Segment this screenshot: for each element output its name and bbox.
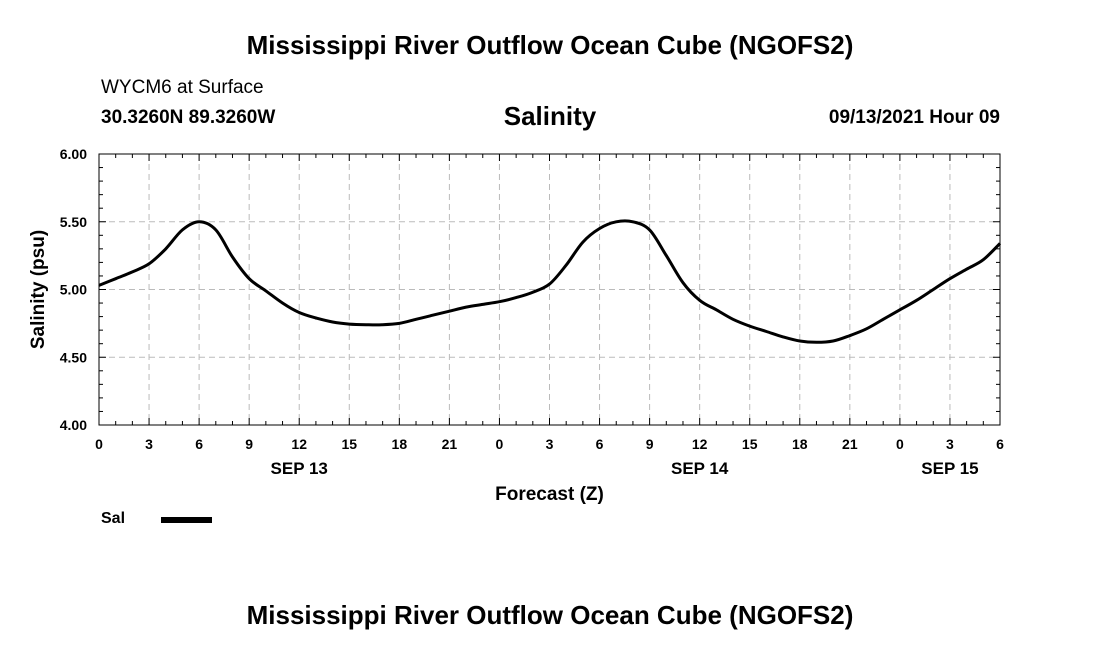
salinity-data-point bbox=[465, 306, 467, 308]
salinity-data-point bbox=[398, 322, 400, 324]
variable-title: Salinity bbox=[503, 101, 597, 131]
salinity-data-point bbox=[482, 303, 484, 306]
salinity-data-point bbox=[515, 297, 517, 299]
salinity-data-point bbox=[665, 255, 667, 257]
salinity-data-point bbox=[432, 314, 434, 316]
salinity-data-point bbox=[715, 309, 717, 311]
salinity-data-point bbox=[565, 264, 567, 266]
salinity-data-point bbox=[198, 221, 200, 223]
salinity-data-point bbox=[315, 317, 317, 319]
salinity-data-point bbox=[181, 229, 184, 231]
salinity-data-point bbox=[899, 309, 901, 311]
salinity-data-point bbox=[498, 301, 501, 303]
salinity-data-point bbox=[932, 288, 934, 291]
forecast-datetime: 09/13/2021 Hour 09 bbox=[828, 107, 1000, 128]
salinity-data-point bbox=[248, 278, 250, 280]
salinity-data-point bbox=[598, 227, 601, 230]
y-tick-label: 4.50 bbox=[60, 349, 87, 365]
salinity-data-point bbox=[165, 248, 167, 250]
salinity-data-point bbox=[615, 221, 617, 223]
station-coordinates: 30.3260N 89.3260W bbox=[101, 107, 276, 128]
salinity-data-point bbox=[799, 340, 801, 342]
salinity-data-point bbox=[732, 318, 734, 320]
salinity-data-point bbox=[982, 259, 984, 261]
axis-ticks bbox=[98, 153, 1001, 426]
x-tick-label: 21 bbox=[842, 436, 858, 452]
salinity-data-point bbox=[148, 263, 150, 265]
x-tick-label: 21 bbox=[442, 436, 458, 452]
salinity-data-point bbox=[815, 341, 818, 343]
salinity-data-point bbox=[532, 291, 534, 293]
x-tick-label: 12 bbox=[291, 436, 307, 452]
salinity-data-point bbox=[215, 229, 217, 231]
x-tick-label: 15 bbox=[341, 436, 357, 452]
salinity-data-point bbox=[882, 318, 884, 320]
salinity-data-point bbox=[915, 299, 918, 301]
salinity-data-point bbox=[331, 321, 334, 323]
x-tick-label: 6 bbox=[996, 436, 1004, 452]
x-tick-label: 0 bbox=[496, 436, 504, 452]
salinity-data-point bbox=[231, 256, 234, 258]
y-tick-label: 6.00 bbox=[60, 146, 87, 162]
salinity-data-point bbox=[281, 302, 284, 304]
salinity-data-point bbox=[548, 283, 551, 285]
x-tick-label: 15 bbox=[742, 436, 758, 452]
salinity-data-point bbox=[365, 324, 367, 326]
salinity-data-point bbox=[832, 340, 834, 342]
plot-frame bbox=[98, 153, 1001, 426]
salinity-data-point bbox=[265, 290, 267, 292]
salinity-data-point bbox=[649, 229, 651, 231]
date-label: SEP 15 bbox=[921, 459, 978, 478]
x-tick-label: 0 bbox=[896, 436, 904, 452]
salinity-data-point bbox=[782, 336, 784, 338]
salinity-data-point bbox=[699, 299, 701, 301]
y-tick-label: 4.00 bbox=[60, 417, 87, 433]
x-tick-label: 3 bbox=[946, 436, 954, 452]
y-tick-label: 5.50 bbox=[60, 214, 87, 230]
salinity-data-point bbox=[749, 325, 751, 327]
x-tick-label: 3 bbox=[546, 436, 554, 452]
salinity-data-point bbox=[949, 278, 951, 280]
x-tick-label: 6 bbox=[195, 436, 203, 452]
salinity-data-point bbox=[582, 241, 584, 243]
x-tick-label: 18 bbox=[792, 436, 808, 452]
salinity-data-point bbox=[682, 282, 684, 284]
chart-title: Mississippi River Outflow Ocean Cube (NG… bbox=[246, 30, 854, 60]
axis-labels: 0 3 6 9 12 15 18 21 0 3 6 9 12 15 18 21 0 3 6 4.00 4.50 5.00 5… bbox=[60, 146, 1004, 478]
x-tick-label: 18 bbox=[392, 436, 408, 452]
date-label: SEP 14 bbox=[671, 459, 729, 478]
legend-line-swatch bbox=[161, 517, 212, 523]
x-tick-label: 9 bbox=[646, 436, 654, 452]
station-label: WYCM6 at Surface bbox=[101, 77, 264, 98]
x-tick-label: 3 bbox=[145, 436, 153, 452]
date-label: SEP 13 bbox=[271, 459, 328, 478]
salinity-data-point bbox=[131, 271, 133, 273]
y-tick-label: 5.00 bbox=[60, 282, 87, 298]
salinity-data-point bbox=[865, 328, 868, 330]
x-tick-label: 12 bbox=[692, 436, 708, 452]
x-tick-label: 6 bbox=[596, 436, 604, 452]
salinity-data-point bbox=[348, 323, 350, 325]
x-tick-label: 0 bbox=[95, 436, 103, 452]
salinity-data-point bbox=[115, 278, 117, 280]
y-axis-title: Salinity (psu) bbox=[28, 230, 49, 349]
salinity-data-point bbox=[966, 268, 968, 270]
x-tick-label: 9 bbox=[245, 436, 253, 452]
salinity-data-point bbox=[632, 221, 634, 223]
salinity-data-point bbox=[415, 318, 417, 320]
salinity-data-point bbox=[765, 330, 768, 333]
salinity-data-point bbox=[298, 311, 300, 314]
salinity-data-point bbox=[849, 334, 851, 337]
x-axis-title: Forecast (Z) bbox=[495, 484, 604, 505]
footer-title: Mississippi River Outflow Ocean Cube (NG… bbox=[246, 600, 854, 630]
salinity-data-point bbox=[382, 324, 384, 326]
grid bbox=[99, 154, 1000, 425]
series-layer bbox=[98, 219, 1002, 344]
salinity-data-point bbox=[448, 310, 450, 312]
legend-label: Sal bbox=[101, 510, 126, 527]
